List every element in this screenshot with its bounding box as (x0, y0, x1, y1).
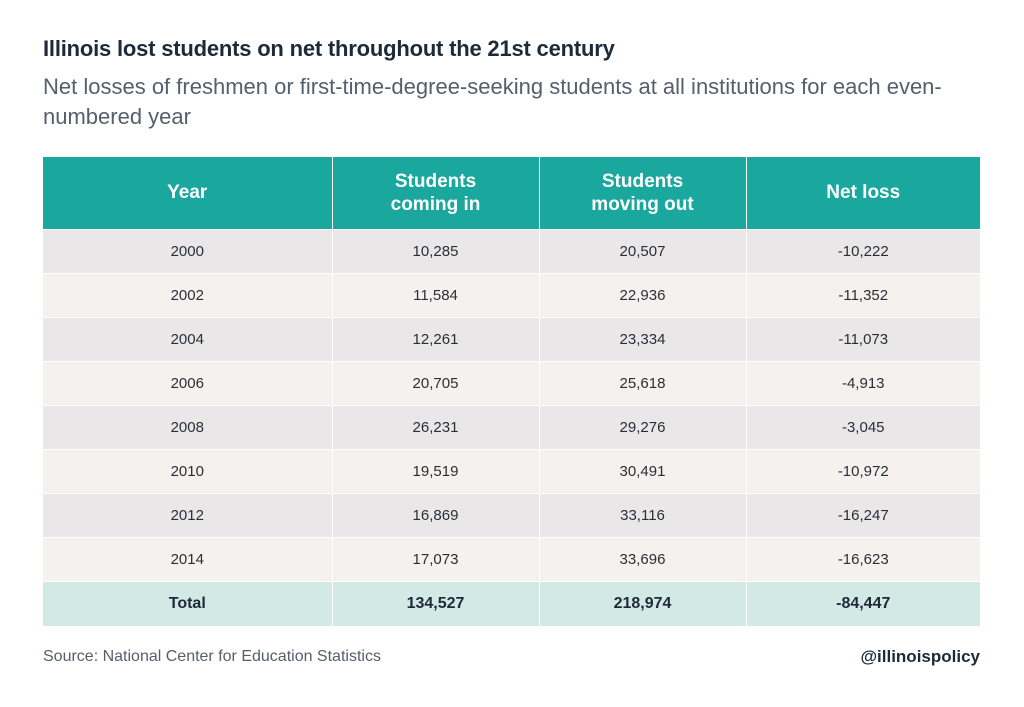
data-table: Year Students coming in Students moving ou… (43, 157, 980, 626)
cell-moving-out: 22,936 (539, 272, 747, 317)
cell-net-loss: -11,352 (746, 272, 980, 317)
chart-subtitle: Net losses of freshmen or first-time-deg… (43, 74, 942, 129)
total-moving-out: 218,974 (539, 580, 747, 626)
cell-coming-in: 20,705 (332, 360, 540, 405)
cell-moving-out: 29,276 (539, 404, 747, 449)
cell-net-loss: -11,073 (746, 316, 980, 361)
table-row: 2010 19,519 30,491 -10,972 (43, 448, 980, 493)
cell-year: 2006 (43, 360, 333, 405)
table-row: 2000 10,285 20,507 -10,222 (43, 228, 980, 273)
cell-year: 2010 (43, 448, 333, 493)
cell-net-loss: -16,623 (746, 536, 980, 581)
header-year: Year (43, 157, 333, 229)
cell-year: 2014 (43, 536, 333, 581)
cell-coming-in: 26,231 (332, 404, 540, 449)
cell-moving-out: 20,507 (539, 228, 747, 273)
cell-year: 2008 (43, 404, 333, 449)
table-row: 2006 20,705 25,618 -4,913 (43, 360, 980, 405)
cell-moving-out: 30,491 (539, 448, 747, 493)
table-row: 2004 12,261 23,334 -11,073 (43, 316, 980, 361)
cell-year: 2002 (43, 272, 333, 317)
cell-moving-out: 23,334 (539, 316, 747, 361)
table-body: 2000 10,285 20,507 -10,222 2002 11,584 22,936-… (43, 228, 980, 581)
header-students-coming-in: Students coming in (332, 157, 540, 229)
cell-year: 2000 (43, 228, 333, 273)
cell-coming-in: 12,261 (332, 316, 540, 361)
cell-net-loss: -10,222 (746, 228, 980, 273)
social-handle: @illinoispolicy (860, 647, 980, 666)
cell-net-loss: -4,913 (746, 360, 980, 405)
total-coming-in: 134,527 (332, 580, 540, 626)
cell-coming-in: 17,073 (332, 536, 540, 581)
table-footer: Total 134,527 218,974 -84,447 (43, 580, 980, 626)
cell-moving-out: 25,618 (539, 360, 747, 405)
cell-coming-in: 11,584 (332, 272, 540, 317)
cell-net-loss: -3,045 (746, 404, 980, 449)
total-row: Total 134,527 218,974 -84,447 (43, 580, 980, 626)
header-students-moving-out: Students moving out (539, 157, 747, 229)
cell-year: 2012 (43, 492, 333, 537)
cell-coming-in: 19,519 (332, 448, 540, 493)
cell-coming-in: 10,285 (332, 228, 540, 273)
chart-title: Illinois lost students on net throughout… (43, 36, 615, 61)
table-row: 2008 26,231 29,276 -3,045 (43, 404, 980, 449)
table-header: Year Students coming in Students moving ou… (43, 157, 980, 229)
cell-year: 2004 (43, 316, 333, 361)
cell-coming-in: 16,869 (332, 492, 540, 537)
source-note: Source: National Center for Education St… (43, 648, 381, 665)
table-row: 2002 11,584 22,936 -11,352 (43, 272, 980, 317)
cell-net-loss: -16,247 (746, 492, 980, 537)
table-row: 2012 16,869 33,116 -16,247 (43, 492, 980, 537)
total-label: Total (43, 580, 333, 626)
cell-moving-out: 33,116 (539, 492, 747, 537)
table-row: 2014 17,073 33,696 -16,623 (43, 536, 980, 581)
header-row: Year Students coming in Students moving ou… (43, 157, 980, 229)
total-net-loss: -84,447 (746, 580, 980, 626)
header-net-loss: Net loss (746, 157, 980, 229)
cell-moving-out: 33,696 (539, 536, 747, 581)
cell-net-loss: -10,972 (746, 448, 980, 493)
